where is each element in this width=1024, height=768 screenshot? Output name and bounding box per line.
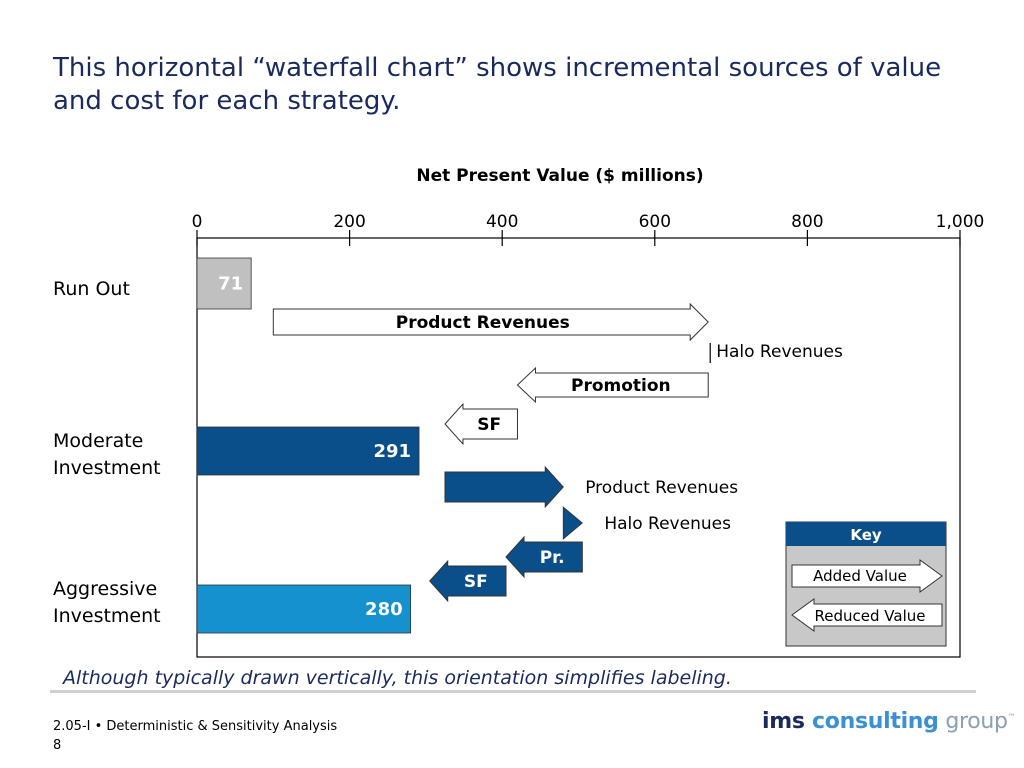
increment-label: SF (477, 415, 501, 435)
increment-label: Pr. (540, 548, 565, 568)
legend-header (786, 522, 946, 546)
increment-label: Halo Revenues (716, 342, 843, 362)
x-tick-label: 200 (333, 212, 365, 232)
legend-reduced-arrow (791, 598, 943, 632)
increment-label: Promotion (571, 376, 671, 396)
logo-text-group: group (938, 709, 1008, 734)
footer-section-label: 2.05-I • Deterministic & Sensitivity Ana… (53, 719, 338, 734)
legend-added-label: Added Value (813, 567, 907, 585)
increment-label: Product Revenues (585, 478, 738, 498)
waterfall-chart: 0 200 400 600 800 1,000 71 291 280 Product Revenu… (192, 212, 985, 658)
x-tick-label: 600 (639, 212, 671, 232)
x-tick-label: 1,000 (936, 212, 985, 232)
chart-axis-title: Net Present Value ($ millions) (416, 166, 704, 186)
legend-reduced-label: Reduced Value (815, 607, 926, 625)
logo-text-ims: ims (762, 709, 813, 734)
increment-arrow (444, 465, 564, 509)
slide-caption: Although typically drawn vertically, thi… (63, 667, 732, 689)
legend-added-arrow (791, 559, 943, 593)
x-tick-label: 400 (486, 212, 518, 232)
x-tick-label: 0 (192, 212, 203, 232)
category-label-moderate-investment: Moderate Investment (53, 430, 161, 479)
category-label-run-out: Run Out (53, 278, 130, 300)
increment-arrow (272, 302, 709, 342)
increment-arrow (444, 402, 518, 446)
total-bar (196, 584, 412, 634)
increment-arrow (505, 535, 583, 579)
increment-label: Halo Revenues (604, 514, 731, 534)
increment-label: Product Revenues (396, 313, 570, 333)
company-logo: ims consulting group™ (762, 709, 1016, 734)
increment-arrow (562, 506, 583, 540)
page-number: 8 (53, 738, 62, 753)
footer-divider (50, 690, 976, 693)
x-tick-label: 800 (791, 212, 823, 232)
total-bar-label: 291 (373, 441, 411, 462)
increment-label: SF (464, 572, 488, 592)
logo-text-consulting: consulting (812, 709, 939, 734)
total-bar (196, 257, 252, 310)
legend-title: Key (850, 526, 882, 544)
logo-trademark: ™ (1007, 712, 1016, 722)
increment-arrow (516, 366, 709, 404)
total-bar-label: 280 (365, 599, 403, 620)
total-bar-label: 71 (218, 274, 243, 295)
category-label-aggressive-investment: Aggressive Investment (53, 578, 161, 627)
footer: 2.05-I • Deterministic & Sensitivity Ana… (53, 717, 337, 755)
total-bar (196, 426, 420, 476)
slide-title: This horizontal “waterfall chart” shows … (53, 53, 942, 116)
increment-arrow (429, 559, 507, 603)
